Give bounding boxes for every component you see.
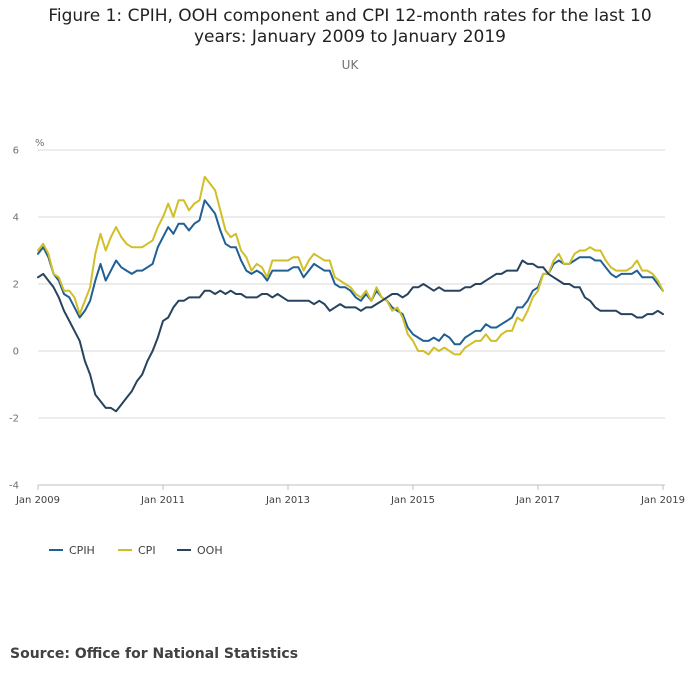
source-note: Source: Office for National Statistics [10,646,298,662]
chart-title: Figure 1: CPIH, OOH component and CPI 12… [48,6,652,47]
y-tick-label: -2 [9,414,19,425]
x-tick-label: Jan 2013 [265,495,310,506]
legend-item-cpih: CPIH [49,544,95,557]
line-chart: -4 -2 0 2 4 6% Jan 2009 Jan 2011 Jan 2013 Jan 201… [9,138,685,557]
x-tick-label: Jan 2015 [390,495,435,506]
y-tick-label: 4 [13,213,19,224]
source-text: Office for National Statistics [74,646,299,662]
y-axis-label: % [35,138,45,149]
y-tick-label: 6 [13,146,19,157]
y-tick-label: 2 [13,280,19,291]
y-tick-label: -4 [9,481,19,492]
series-line-cpi [37,175,664,356]
x-tick-label: Jan 2017 [515,495,560,506]
legend-label: CPIH [69,544,95,557]
chart-subtitle: UK [341,58,359,72]
x-tick-label: Jan 2019 [640,495,685,506]
legend-label: OOH [197,544,223,557]
y-tick-label: 0 [13,347,19,358]
x-tick-label: Jan 2009 [15,495,60,506]
x-tick-label: Jan 2011 [140,495,185,506]
series-line-cpih [37,199,664,346]
source-prefix: Source: [10,646,75,662]
legend-item-cpi: CPI [118,544,156,557]
series-line-ooh [37,259,664,413]
legend-item-ooh: OOH [177,544,223,557]
legend-label: CPI [138,544,156,557]
